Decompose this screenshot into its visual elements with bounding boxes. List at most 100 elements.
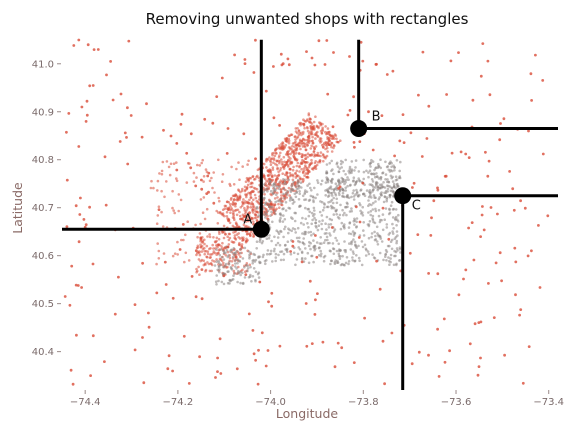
shop-point [332,172,335,176]
shop-point [239,273,242,277]
shop-point [353,231,357,235]
shop-point [221,173,225,176]
shop-point [210,263,214,267]
shop-point [340,176,344,180]
shop-point [352,198,356,201]
shop-point [332,51,335,54]
shop-point [277,170,280,174]
shop-point [172,162,176,165]
y-tick-label: 40.8 [32,155,54,166]
shop-point [287,134,291,137]
shop-point [325,188,329,192]
shop-point [546,214,550,218]
shop-point [384,248,388,252]
shop-point [276,199,280,203]
shop-point [364,254,368,257]
shop-point [416,233,420,237]
shop-point [344,261,348,265]
shop-point [160,172,164,176]
shop-point [318,121,321,124]
shop-point [444,174,448,178]
shop-point [391,180,395,183]
shop-point [287,227,290,230]
shop-point [304,230,308,234]
shop-point [248,263,252,267]
shop-point [432,199,436,203]
shop-point [280,63,284,67]
shop-point [257,214,260,217]
shop-point [391,232,395,235]
shop-point [220,180,224,183]
shop-point [245,186,249,189]
shop-point [295,143,298,147]
shop-point [530,99,533,102]
y-axis-label: Latitude [10,182,25,234]
shop-point [184,251,188,255]
shop-point [323,232,327,235]
shop-point [380,240,384,243]
shop-point [91,334,95,338]
shop-point [345,201,349,205]
shop-point [283,244,287,247]
shop-point [266,190,269,193]
shop-point [218,337,222,341]
shop-point [262,253,265,257]
shop-point [206,174,210,178]
shop-point [362,177,366,181]
shop-point [233,272,237,275]
shop-point [486,59,490,63]
shop-point [305,50,308,53]
shop-point [297,184,300,188]
shop-point [390,200,394,204]
shop-point [234,202,237,206]
shop-point [238,259,241,263]
shop-point [80,105,84,109]
shop-point [352,252,355,255]
shop-point [248,198,251,202]
shop-point [254,157,257,161]
shop-point [394,208,398,211]
shop-point [91,262,95,266]
shop-point [300,155,304,159]
shop-point [292,152,296,155]
shop-point [385,73,389,76]
shop-point [237,269,240,273]
shop-point [278,344,282,348]
shop-point [353,223,356,226]
shop-point [395,239,399,243]
shop-point [284,138,288,141]
shop-point [196,163,199,167]
shop-point [300,161,303,164]
shop-point [397,213,400,217]
shop-point [316,193,319,196]
shop-point [354,182,358,185]
shop-point [311,214,315,217]
shop-point [227,263,231,266]
shop-point [296,252,300,256]
shop-point [353,145,356,149]
shop-point [331,242,335,245]
shop-point [252,220,255,224]
shop-point [214,376,217,379]
shop-point [291,188,295,192]
shop-point [311,135,314,139]
shop-point [237,188,240,191]
shop-point [262,174,266,178]
shop-point [437,375,441,378]
shop-point [195,246,199,250]
shop-point [221,241,224,245]
shop-point [243,62,247,65]
shop-point [331,247,335,250]
shop-point [297,187,300,190]
shop-point [91,84,95,87]
shop-point [195,176,198,179]
shop-point [498,251,502,255]
shop-point [265,179,268,183]
shop-point [387,259,391,263]
shop-point [399,160,402,164]
shop-point [388,194,392,197]
shop-point [355,254,358,257]
shop-point [371,160,375,163]
shop-point [375,240,379,243]
shop-point [265,237,269,240]
